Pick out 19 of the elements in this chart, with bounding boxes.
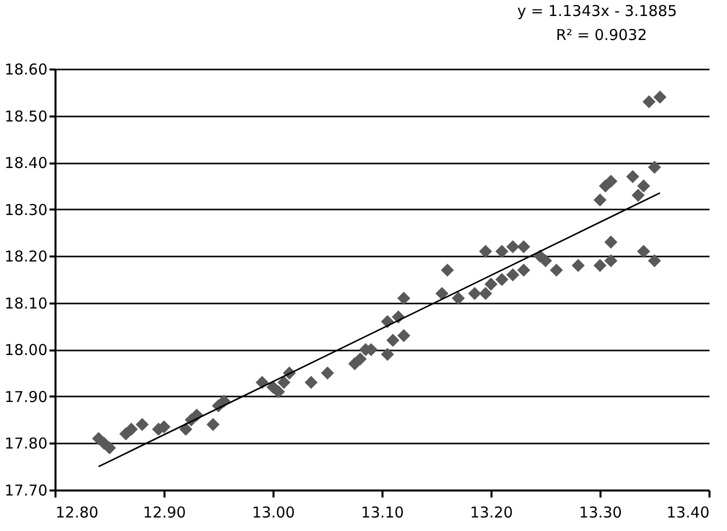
y-tick-label: 18.00	[4, 341, 48, 360]
y-tick-label: 18.60	[4, 60, 48, 78]
y-tick-label: 17.90	[4, 388, 48, 406]
y-tick-label: 18.50	[4, 107, 48, 126]
y-tick-label: 17.80	[4, 434, 48, 453]
x-tick-label: 13.00	[252, 504, 295, 522]
y-tick-label: 18.10	[4, 294, 48, 312]
text: y = 1.1343x - 3.1885	[517, 2, 677, 20]
x-tick-label: 13.40	[666, 504, 710, 522]
x-tick-label: 13.10	[361, 504, 404, 522]
x-tick-label: 12.80	[56, 504, 98, 522]
x-tick-label: 12.90	[143, 504, 186, 522]
y-tick-label: 18.30	[4, 200, 48, 219]
x-tick-label: 13.30	[579, 504, 622, 522]
y-tick-label: 18.40	[4, 154, 48, 172]
y-tick-label: 17.70	[4, 482, 48, 500]
y-tick-label: 18.20	[4, 248, 48, 266]
text: R² = 0.9032	[556, 26, 647, 44]
x-tick-label: 13.20	[470, 504, 513, 522]
